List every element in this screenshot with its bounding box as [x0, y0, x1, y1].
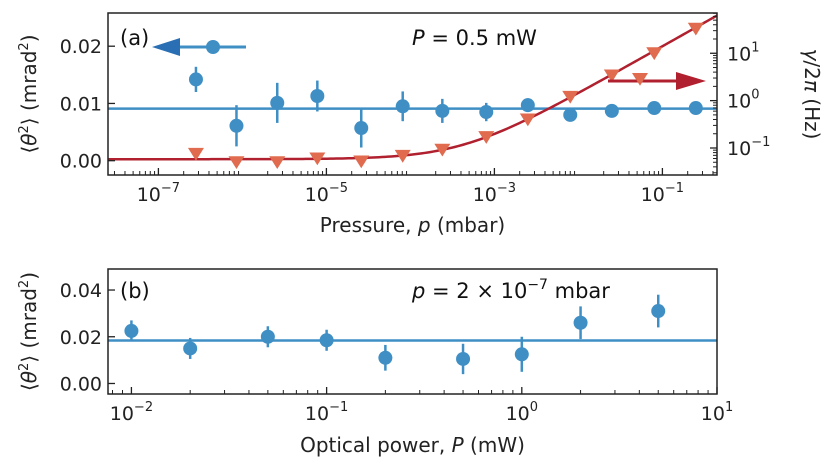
theta-point-a-8 [520, 98, 535, 113]
y2-axis-label: γ/2π (Hz) [800, 49, 824, 140]
theta-point-b-7 [573, 315, 588, 330]
theta-point-a-11 [647, 101, 662, 116]
theta-point-b-1 [183, 341, 198, 356]
theta-point-b-8 [651, 304, 666, 319]
panel-a: 10−7 10−5 10−3 10−1 0.00 0.01 0.02 10−1 100 101 Pr… [17, 12, 824, 237]
gamma-point-8 [519, 113, 536, 127]
y-tick-label-a-1: 0.01 [60, 93, 102, 115]
x-tick-label-a-1: 10−5 [305, 181, 348, 206]
x-tick-label-b-3: 101 [701, 400, 733, 425]
theta-point-a-12 [688, 101, 703, 116]
y2-tick-label-0: 10−1 [727, 135, 770, 160]
gamma-point-11 [646, 47, 663, 61]
right-axis-arrow-head [676, 72, 706, 90]
gamma-point-12 [687, 22, 704, 36]
theta-point-b-3 [319, 333, 334, 348]
theta-point-b-4 [378, 350, 393, 365]
panel-label-a: (a) [120, 26, 149, 50]
panel-label-b: (b) [120, 279, 150, 303]
y-tick-label-b-1: 0.02 [60, 327, 102, 349]
gamma-point-1 [228, 156, 245, 170]
x-tick-label-b-1: 10−1 [305, 400, 348, 425]
gamma-point-5 [394, 149, 411, 163]
gamma-point-2 [269, 156, 286, 170]
y-tick-label-b-2: 0.04 [60, 280, 102, 302]
y2-tick-label-2: 101 [727, 40, 759, 65]
x-tick-label-a-2: 10−3 [473, 181, 516, 206]
left-axis-arrow-head [152, 38, 180, 56]
theta-point-a-5 [395, 99, 410, 114]
gamma-point-7 [478, 131, 495, 144]
y-tick-label-a-2: 0.02 [60, 36, 102, 58]
theta-point-b-0 [124, 323, 139, 338]
theta-point-b-6 [514, 347, 529, 362]
y-tick-label-b-0: 0.00 [60, 373, 102, 395]
right-axis-arrow-marker [632, 73, 648, 86]
annotation-b: p = 2 × 10−7 mbar [411, 277, 610, 303]
theta-point-a-9 [563, 107, 578, 122]
gamma-point-0 [187, 147, 204, 161]
annotation-a: P = 0.5 mW [412, 26, 537, 50]
theta-point-a-7 [479, 105, 494, 120]
left-axis-arrow-marker [206, 40, 220, 54]
y2-tick-label-1: 100 [727, 88, 759, 113]
theta-point-a-2 [270, 95, 285, 110]
theta-point-b-2 [260, 329, 275, 344]
x-axis-label-b: Optical power, P (mW) [300, 433, 525, 457]
theta-point-a-10 [604, 103, 619, 118]
theta-point-b-5 [456, 351, 471, 366]
gamma-point-10 [603, 69, 620, 83]
y-axis-label-a: ⟨θ2⟩ (mrad2) [17, 34, 41, 153]
plot-frame-a [107, 12, 718, 176]
plot-frame-b [107, 268, 718, 395]
x-tick-label-b-0: 10−2 [110, 400, 153, 425]
plot-area-b [108, 294, 717, 375]
theta-point-a-4 [354, 121, 369, 136]
theta-point-a-1 [229, 118, 244, 133]
x-tick-label-a-3: 10−1 [641, 181, 684, 206]
plot-area-a [108, 14, 717, 170]
panel-b: 10−2 10−1 100 101 0.00 0.02 0.04 Optical power,… [17, 268, 733, 457]
gamma-point-4 [353, 155, 370, 169]
x-tick-label-b-2: 100 [506, 400, 538, 425]
theta-point-a-3 [310, 89, 325, 104]
gamma-point-6 [434, 143, 451, 157]
y-axis-label-b: ⟨θ2⟩ (mrad2) [17, 272, 41, 391]
y-tick-label-a-0: 0.00 [60, 151, 102, 173]
theta-point-a-0 [188, 72, 203, 87]
x-tick-label-a-0: 10−7 [137, 181, 180, 206]
theta-point-a-6 [435, 103, 450, 118]
x-axis-label-a: Pressure, p (mbar) [320, 213, 505, 237]
gamma-point-9 [562, 90, 579, 104]
gamma-point-3 [309, 152, 326, 166]
